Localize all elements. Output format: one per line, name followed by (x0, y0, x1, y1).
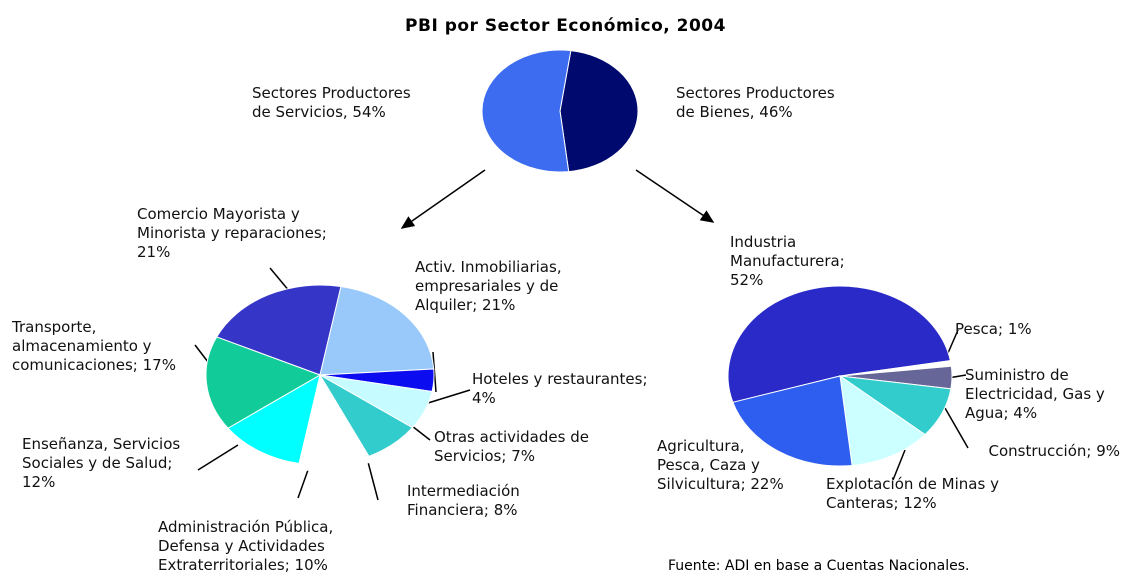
leader (197, 444, 239, 471)
slice-label: Pesca; 1% (955, 320, 1032, 338)
slice-label: Otras actividades de Servicios; 7% (434, 428, 589, 465)
pie-slice (839, 374, 926, 467)
pie-slice (732, 375, 853, 467)
leader (427, 389, 471, 404)
leader (432, 351, 437, 393)
slice-label: Administración Pública, Defensa y Activi… (158, 518, 334, 574)
pie-slice (727, 285, 951, 403)
slice-label: Construcción; 9% (988, 442, 1121, 460)
pie-slice (481, 49, 572, 173)
slice-label: Suministro de Electricidad, Gas y Agua; … (965, 366, 1105, 422)
leader (297, 469, 309, 499)
leader (367, 461, 379, 501)
leader (892, 449, 906, 481)
pie-slice (299, 379, 371, 472)
pie-slice (215, 284, 342, 376)
slice-label: Intermediación Financiera; 8% (407, 482, 520, 519)
pie-slice (227, 373, 321, 465)
arrow (635, 169, 715, 223)
slice-label: Activ. Inmobiliarias, empresariales y de… (415, 258, 562, 314)
pie-slice (559, 50, 639, 173)
slice-label: Enseñanza, Servicios Sociales y de Salud… (22, 435, 181, 491)
slice-label: Sectores Productores de Bienes, 46% (676, 84, 835, 121)
pie-slice (205, 336, 322, 429)
source-note: Fuente: ADI en base a Cuentas Nacionales… (668, 558, 970, 574)
pie-slice (319, 285, 435, 376)
slice-label: Agricultura, Pesca, Caza y Silvicultura;… (657, 437, 784, 493)
slice-label: Hoteles y restaurantes; 4% (472, 370, 648, 407)
arrows (194, 169, 969, 501)
leader (944, 407, 969, 449)
slice-label: Transporte, almacenamiento y comunicacio… (12, 318, 176, 374)
slice-label: Sectores Productores de Servicios, 54% (252, 84, 411, 121)
leader (194, 344, 209, 363)
leader (411, 425, 431, 441)
chart-title: PBI por Sector Económico, 2004 (405, 16, 726, 36)
leader (269, 267, 291, 293)
pie-slice (845, 359, 958, 376)
arrow (400, 169, 486, 229)
slice-label: Explotación de Minas y Canteras; 12% (826, 475, 999, 512)
pie-slice (318, 373, 414, 457)
slice-label: Comercio Mayorista y Minorista y reparac… (137, 205, 327, 261)
slice-label: Industria Manufacturera; 52% (730, 233, 845, 289)
